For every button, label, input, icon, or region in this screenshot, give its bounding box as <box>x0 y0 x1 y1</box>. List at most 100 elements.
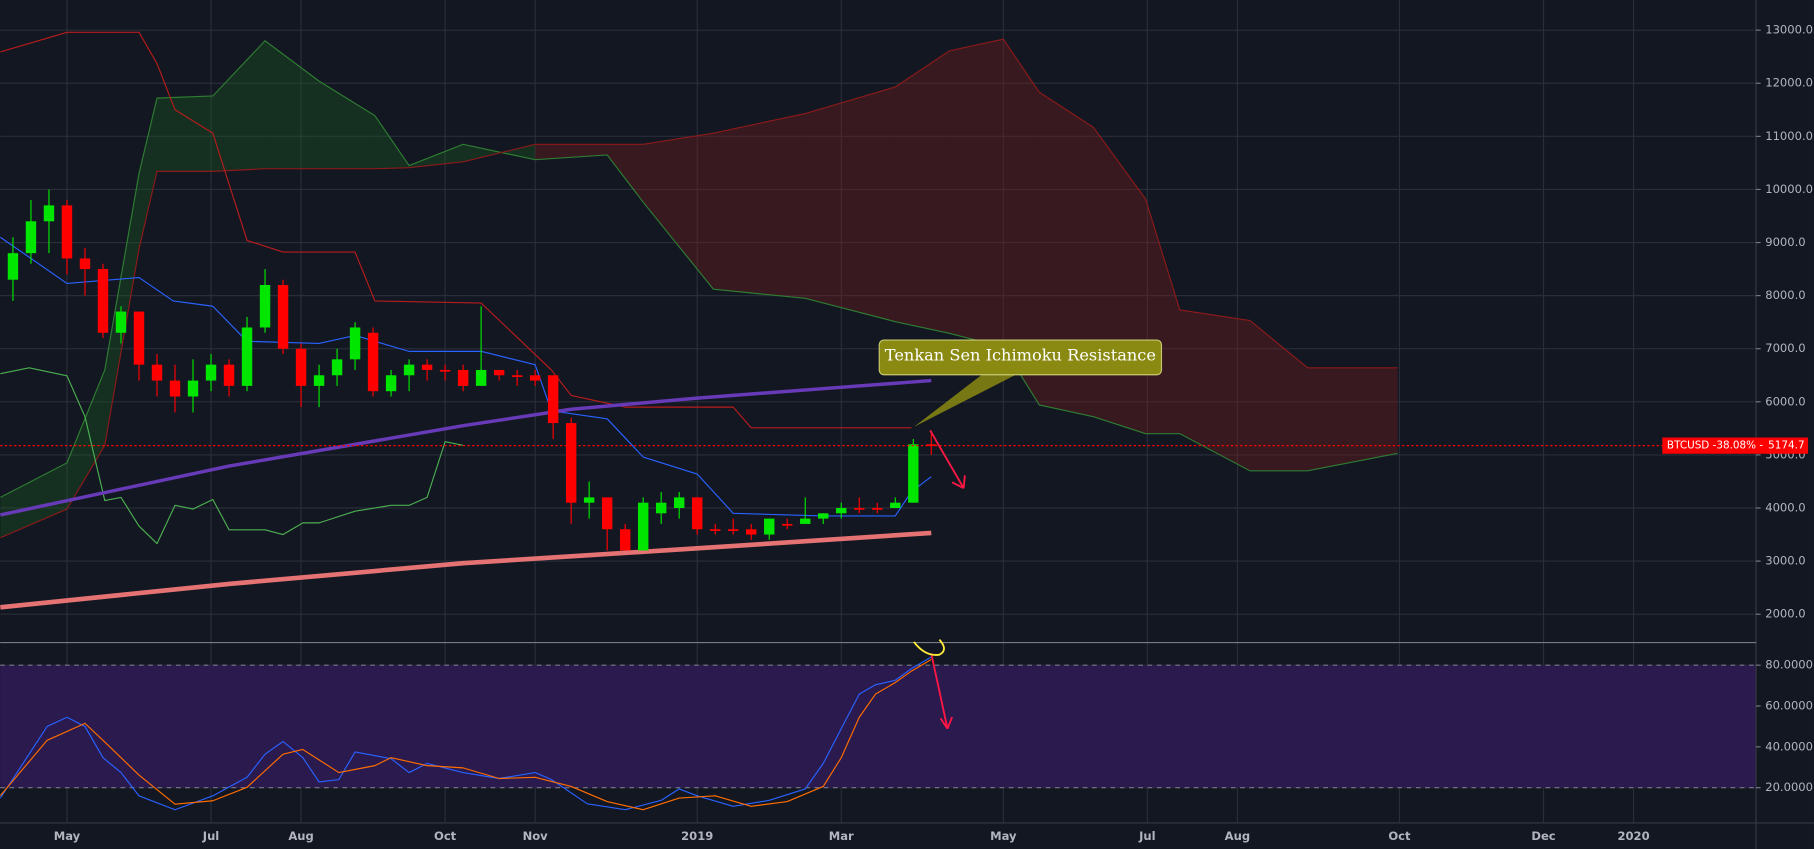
cloud-fill <box>607 144 644 203</box>
candle-body <box>133 311 145 365</box>
y-tick-label: 8000.0 <box>1765 288 1805 302</box>
candle-body <box>655 502 667 514</box>
y-tick-label: 6000.0 <box>1765 394 1805 408</box>
annotations: Tenkan Sen Ichimoku Resistance <box>878 339 1163 730</box>
candle-body <box>223 364 235 386</box>
candle-body <box>601 497 613 530</box>
candle-body <box>421 364 433 370</box>
x-tick-label: May <box>990 829 1017 843</box>
arrow-head <box>939 716 953 730</box>
candle-body <box>854 507 865 510</box>
price-tag: BTCUSD -38.08% - 5174.7 <box>0 437 1809 454</box>
x-tick-label: Mar <box>829 829 854 843</box>
candle-body <box>439 369 451 372</box>
last-price-label: 5174.7 <box>1768 440 1804 452</box>
cloud-fill <box>138 98 158 249</box>
last-price-prefix: BTCUSD -38.08% - <box>1667 440 1763 452</box>
callout-box <box>878 339 1163 376</box>
y-tick-label: 7000.0 <box>1765 341 1805 355</box>
cloud-line <box>0 38 1398 539</box>
candle-body <box>295 348 307 386</box>
candle-body <box>151 364 163 381</box>
cloud-fill <box>805 86 896 322</box>
candle-body <box>61 205 73 259</box>
candle-body <box>529 375 541 381</box>
highlight-circle <box>913 639 945 656</box>
cloud-fill <box>643 133 714 290</box>
candle-body <box>205 364 217 381</box>
x-tick-label: Aug <box>288 829 313 843</box>
y-tick-label: 2000.0 <box>1765 607 1805 621</box>
callout-pointer <box>913 373 1019 427</box>
line <box>0 658 932 811</box>
band <box>0 665 1756 788</box>
candle-body <box>619 529 631 551</box>
cloud-line <box>0 40 1398 498</box>
y-tick-label: 20.0000 <box>1765 780 1813 794</box>
candle-body <box>782 523 793 526</box>
line <box>0 31 912 429</box>
y-tick-label: 40.0000 <box>1765 739 1813 753</box>
candle-body <box>818 513 829 519</box>
candle-body <box>277 285 289 349</box>
candle-body <box>836 507 847 514</box>
candle-body <box>43 205 55 222</box>
candle-body <box>800 518 811 524</box>
line <box>0 530 932 610</box>
y-tick-label: 80.0000 <box>1765 658 1813 672</box>
x-tick-label: Oct <box>1388 829 1411 843</box>
candle-body <box>97 269 109 333</box>
y-tick-label: 60.0000 <box>1765 699 1813 713</box>
oscillator-band <box>0 664 1756 789</box>
candle-body <box>25 221 37 254</box>
cloud-fill <box>1250 320 1308 471</box>
arrow-head <box>951 475 966 489</box>
candle-body <box>367 332 379 392</box>
callout-text: Tenkan Sen Ichimoku Resistance <box>885 346 1156 365</box>
cloud-fill <box>949 39 1004 348</box>
x-tick-label: Aug <box>1225 829 1250 843</box>
candle-body <box>673 497 685 508</box>
candle-body <box>403 364 415 376</box>
candle-body <box>890 502 901 508</box>
candle-body <box>187 380 199 397</box>
cloud-fill <box>212 40 266 172</box>
candle-body <box>259 285 271 328</box>
indicator-lines <box>0 31 932 610</box>
candle-body <box>746 529 757 535</box>
line <box>0 656 932 811</box>
candle-body <box>710 529 721 531</box>
cloud-fill <box>1179 309 1251 471</box>
cloud-fill <box>895 50 950 334</box>
x-tick-label: 2020 <box>1617 829 1649 843</box>
candle-body <box>493 369 505 376</box>
arrow <box>930 653 949 729</box>
y-tick-label: 4000.0 <box>1765 500 1805 514</box>
candle-body <box>511 375 523 378</box>
y-tick-label: 11000.0 <box>1765 129 1813 143</box>
cloud-fill <box>713 113 806 299</box>
last-price-bg <box>1662 437 1809 454</box>
candle-body <box>331 359 343 376</box>
line <box>0 367 464 545</box>
candle-body <box>457 369 469 386</box>
x-tick-label: May <box>54 829 81 843</box>
candle-body <box>79 258 91 270</box>
cloud-fill <box>104 173 139 446</box>
cloud <box>0 38 1398 539</box>
cloud-fill <box>157 95 213 172</box>
x-tick-label: Jul <box>1138 829 1155 843</box>
arrow <box>929 429 965 489</box>
x-tick-label: Jul <box>202 829 219 843</box>
cloud-fill <box>319 81 375 169</box>
candle-body <box>637 502 649 551</box>
candle-body <box>241 327 253 386</box>
candle-body <box>385 375 397 392</box>
candle-body <box>565 423 577 503</box>
candle-body <box>547 375 559 424</box>
line <box>0 236 932 517</box>
x-tick-label: Oct <box>434 829 457 843</box>
